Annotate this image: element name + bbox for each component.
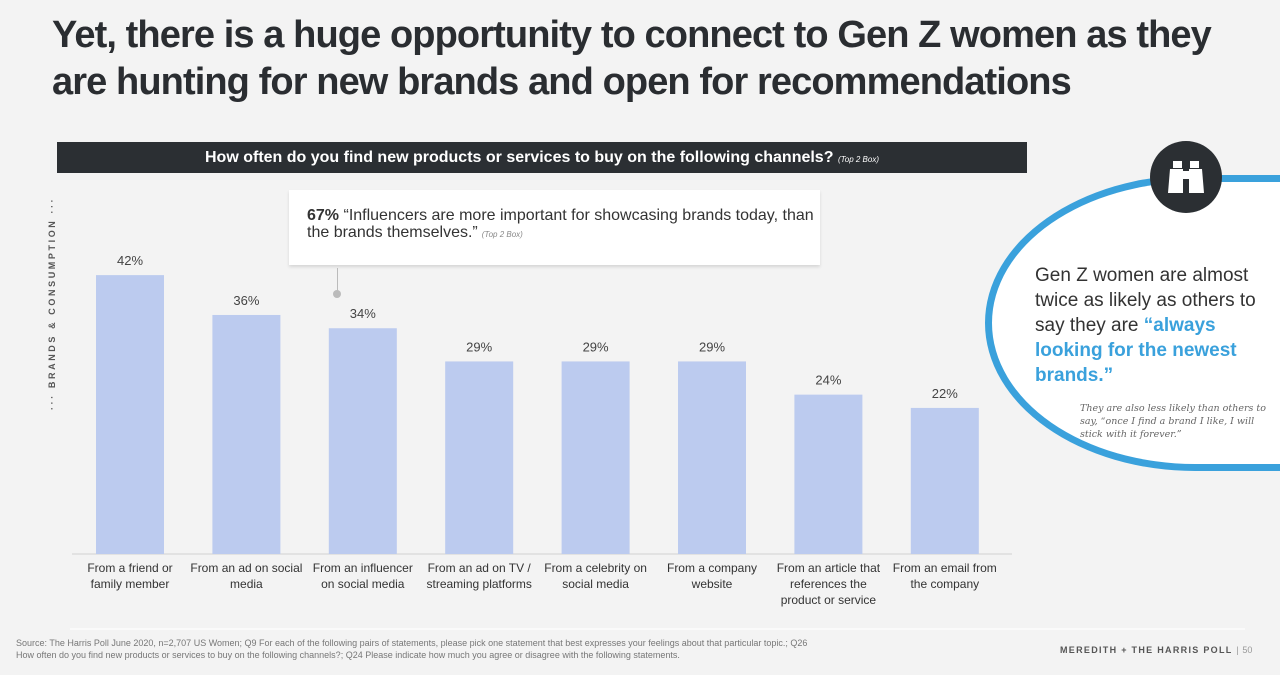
bar-chart: 42% 36% 34% 29% 29% 29% 24% 22% xyxy=(72,253,1012,555)
callout-dot xyxy=(333,290,341,298)
bar-value-label: 36% xyxy=(233,293,259,308)
bar-value-label: 22% xyxy=(932,386,958,401)
callout-text: “Influencers are more important for show… xyxy=(307,207,814,241)
question-note: (Top 2 Box) xyxy=(837,155,879,164)
category-label: From an ad on social media xyxy=(190,561,303,591)
category-label: From a friend or family member xyxy=(87,561,173,591)
bar-value-label: 42% xyxy=(117,253,143,268)
bar xyxy=(678,361,746,554)
bar xyxy=(445,361,514,554)
binoculars-icon xyxy=(1150,141,1222,213)
footer-brand: MEREDITH + THE HARRIS POLL | 50 xyxy=(1060,645,1253,655)
bar-value-label: 34% xyxy=(350,306,376,321)
insight-highlight: “always looking for the newest brands.” xyxy=(1035,315,1237,386)
bar-value-label: 29% xyxy=(699,339,725,354)
brand-name: MEREDITH + THE HARRIS POLL xyxy=(1060,645,1233,655)
insight-subtext: They are also less likely than others to… xyxy=(1080,403,1266,440)
insight-text: Gen Z women are almost twice as likely a… xyxy=(1035,263,1275,388)
category-label: From an ad on TV / streaming platforms xyxy=(426,561,532,591)
bar-value-label: 29% xyxy=(583,339,609,354)
callout-connector xyxy=(337,268,338,292)
source-note: Source: The Harris Poll June 2020, n=2,7… xyxy=(16,638,808,660)
question-banner: How often do you find new products or se… xyxy=(57,142,1027,173)
influencer-callout: 67% “Influencers are more important for … xyxy=(289,190,820,265)
bar xyxy=(561,361,630,554)
callout-note: (Top 2 Box) xyxy=(481,230,523,239)
footer-divider xyxy=(70,628,1245,630)
bar-value-label: 29% xyxy=(466,339,492,354)
category-label: From an article that references the prod… xyxy=(776,561,881,607)
bar xyxy=(328,328,397,554)
category-label: From a celebrity on social media xyxy=(544,561,647,591)
page-number: 50 xyxy=(1242,645,1253,655)
bar xyxy=(96,275,164,554)
bar xyxy=(910,407,979,554)
bar xyxy=(212,314,281,554)
slide-title: Yet, there is a huge opportunity to conn… xyxy=(52,14,1212,103)
insight-main: Gen Z women are almost twice as likely a… xyxy=(1035,265,1256,336)
question-text: How often do you find new products or se… xyxy=(205,149,834,166)
bar-value-label: 24% xyxy=(815,373,841,388)
category-label: From an email from the company xyxy=(892,561,997,591)
callout-stat: 67% xyxy=(307,207,340,224)
category-label: From an influencer on social media xyxy=(312,561,413,591)
category-label: From a company website xyxy=(666,561,758,591)
bar xyxy=(794,394,863,554)
